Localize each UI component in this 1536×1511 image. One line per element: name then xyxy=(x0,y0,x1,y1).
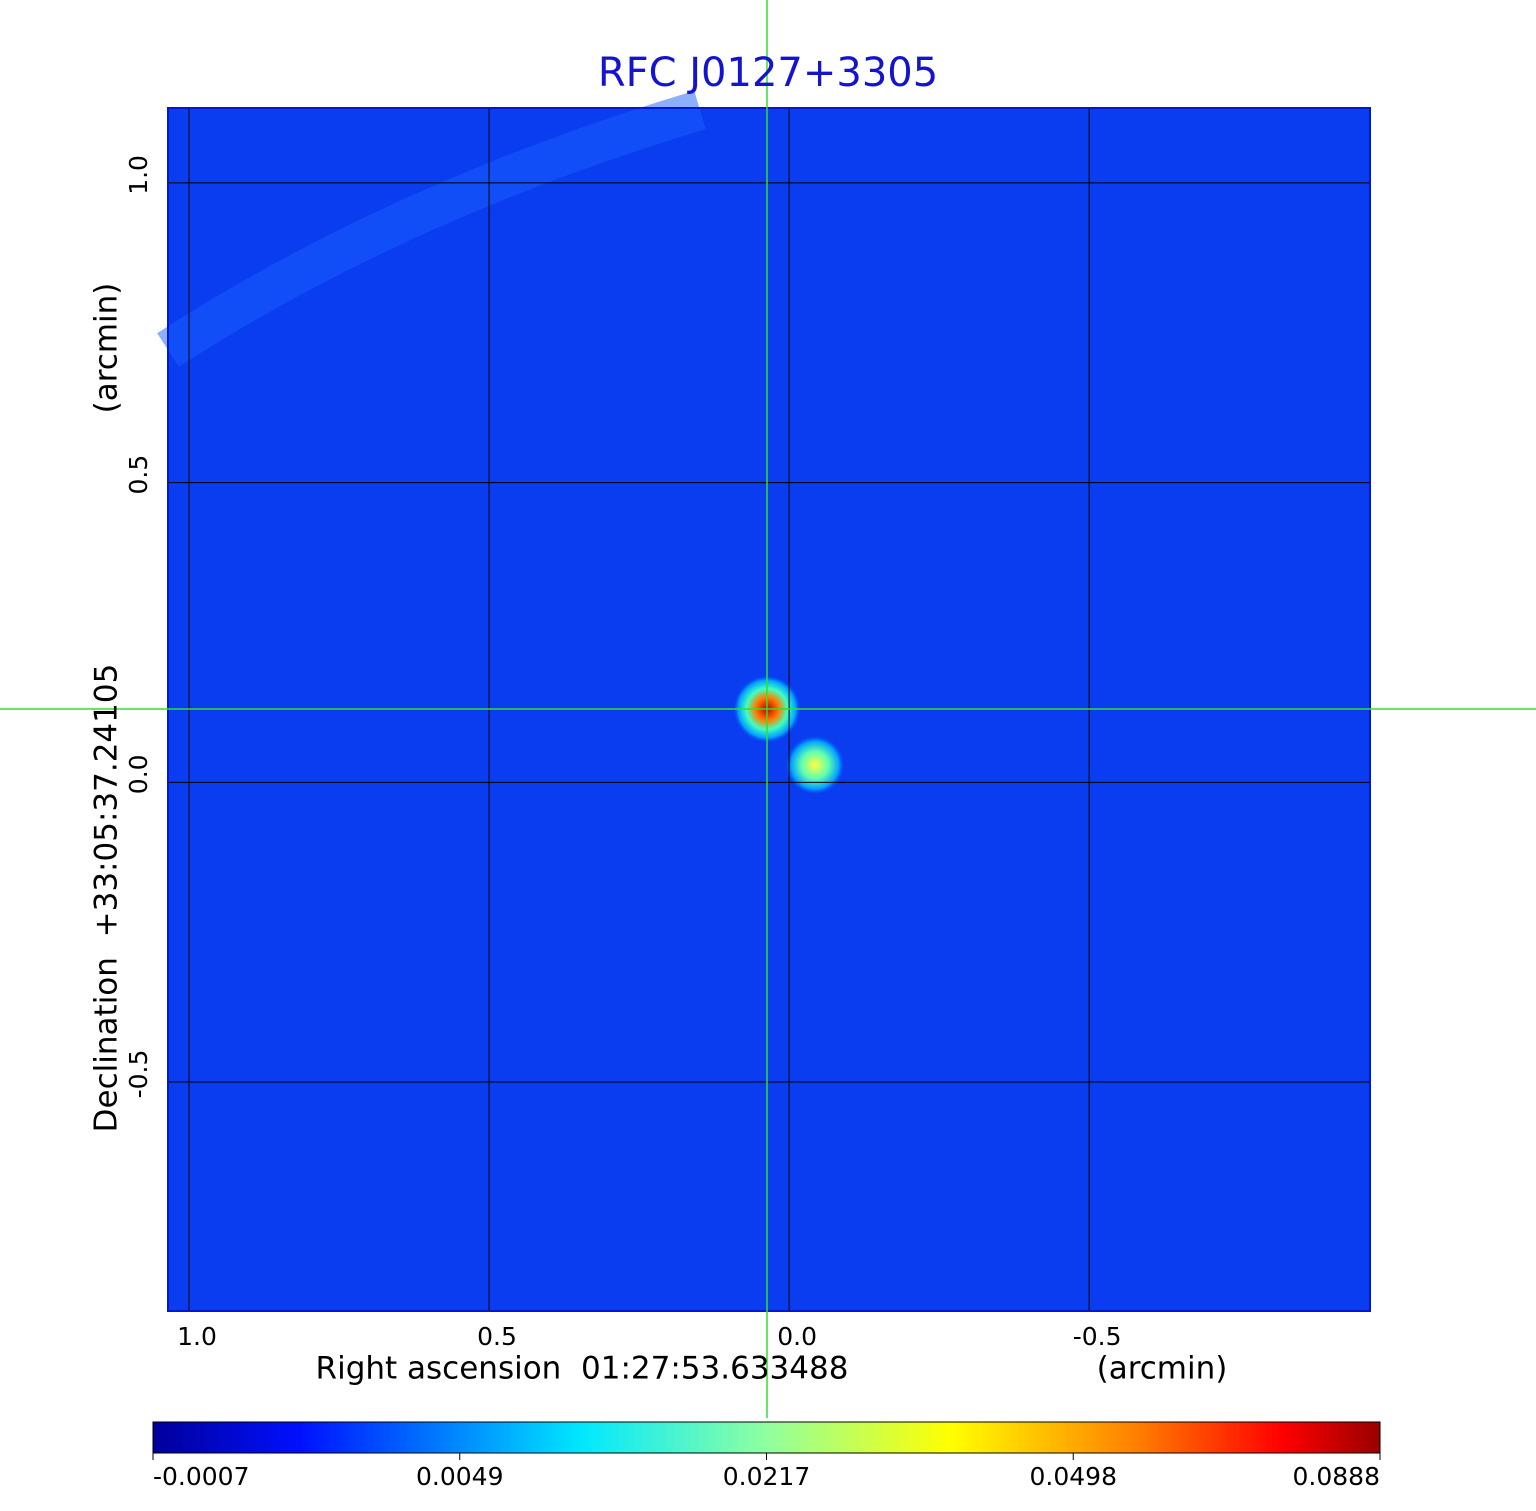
x-tick-label: 0.0 xyxy=(777,1322,817,1351)
x-tick-label: -0.5 xyxy=(1073,1322,1122,1351)
y-tick-label: -0.5 xyxy=(124,1050,153,1099)
source-blob xyxy=(785,735,845,795)
colorbar-tick-label: 0.0217 xyxy=(723,1462,810,1491)
colorbar-tick-label: 0.0049 xyxy=(416,1462,503,1491)
colorbar-tick-label: 0.0888 xyxy=(1293,1462,1380,1491)
y-tick-label: 0.0 xyxy=(124,754,153,794)
y-tick-label: 0.5 xyxy=(124,455,153,495)
colorbar-tick-label: 0.0498 xyxy=(1030,1462,1117,1491)
y-axis-unit: (arcmin) xyxy=(89,283,125,414)
colorbar-tick-label: -0.0007 xyxy=(153,1462,250,1491)
x-tick-label: 1.0 xyxy=(177,1322,217,1351)
x-axis-label: Right ascension 01:27:53.633488 xyxy=(316,1351,849,1387)
y-tick-label: 1.0 xyxy=(124,155,153,195)
y-axis-label: Declination +33:05:37.24105 xyxy=(89,664,125,1133)
x-tick-label: 0.5 xyxy=(477,1322,517,1351)
image-artifact xyxy=(157,90,706,367)
x-axis-unit: (arcmin) xyxy=(1097,1351,1228,1387)
colorbar xyxy=(152,1421,1381,1454)
chart-title: RFC J0127+3305 xyxy=(598,50,938,96)
